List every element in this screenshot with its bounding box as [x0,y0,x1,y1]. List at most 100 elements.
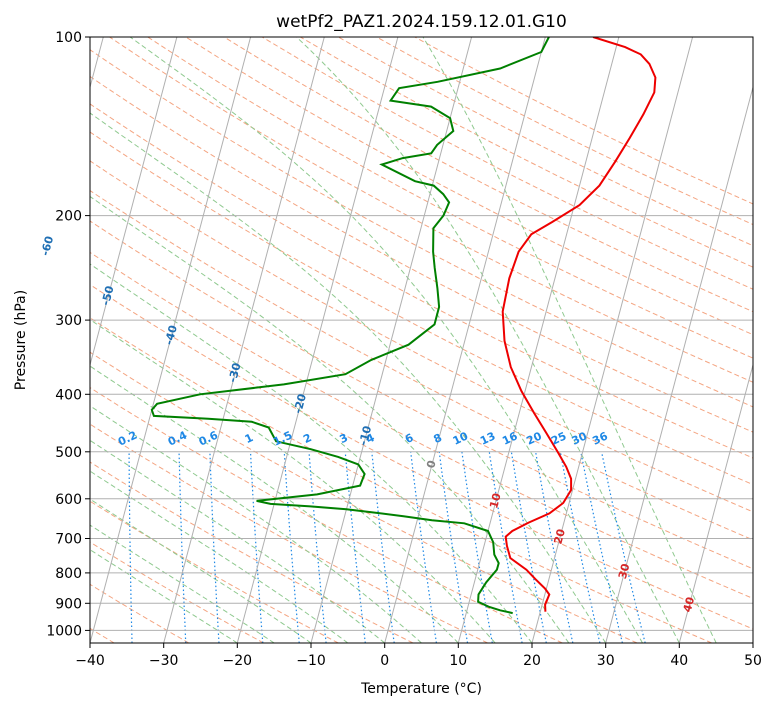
isotherm [384,37,546,643]
mixing-ratio-label: 6 [403,431,416,446]
plot-area [90,37,753,643]
x-axis-ticks: −40 −30 −20 −10 0 10 20 30 40 50 [75,643,762,669]
mixing-ratio-line [535,451,574,643]
mixing-ratio-line [510,451,547,643]
x-tick-label: 0 [380,653,389,669]
y-tick-label: 1000 [46,623,82,639]
moist-adiabat [90,498,312,643]
y-axis-label: Pressure (hPa) [13,290,29,390]
isotherm [531,37,694,643]
dry-adiabat [90,103,753,459]
moist-adiabat [90,524,275,643]
isotherms [90,37,753,643]
dry-adiabat [90,423,488,643]
moist-adiabat [90,112,607,643]
isotherm-label: 20 [551,527,568,545]
isotherm-label: -40 [162,323,180,346]
moist-adiabat [90,470,349,643]
isotherm-label: 30 [616,562,633,580]
dry-adiabat [90,317,712,643]
dry-adiabat [90,500,339,643]
y-tick-label: 900 [55,596,82,612]
series-lines [150,37,657,615]
isotherm [90,37,178,367]
isotherm [90,37,252,643]
mixing-ratio-line [580,451,623,643]
mixing-ratio-label: 16 [500,429,520,447]
x-tick-label: 50 [744,653,762,669]
dry-adiabat [223,37,753,313]
dry-adiabat [109,37,753,383]
y-axis-ticks: 100 200 300 400 500 600 700 800 900 1000 [46,30,90,639]
dry-adiabat [90,160,753,513]
mixing-ratio-line [283,451,300,643]
x-axis-label: Temperature (°C) [360,681,482,697]
mixing-ratio-line [308,451,327,643]
x-tick-label: −40 [75,653,105,669]
mixing-ratio-line [128,451,133,643]
x-tick-label: 30 [597,653,615,669]
mixing-ratio-label: 0.4 [166,428,189,448]
mixing-ratio-line [344,451,366,643]
dry-adiabat [376,37,753,226]
isotherm [752,641,753,643]
moist-adiabat [90,439,386,643]
mixing-ratio-line [371,451,395,643]
dry-adiabat [90,461,414,643]
isotherm [236,37,399,643]
y-tick-label: 800 [55,566,82,582]
dry-adiabat [261,37,753,290]
dry-adiabat [90,284,753,630]
dry-adiabat [90,351,638,643]
x-tick-label: −30 [149,653,179,669]
moist-adiabat [90,405,422,643]
mixing-ratio-label: 3 [338,431,350,446]
isotherm-label: -30 [226,361,244,384]
mixing-ratio-label: 10 [451,429,471,447]
plot-frame [89,36,754,644]
y-tick-label: 200 [55,209,82,225]
mixing-ratio-line [559,451,601,643]
moist-adiabats [90,37,717,643]
isotherm-label: -50 [99,284,117,307]
moist-adiabat [296,37,680,643]
mixing-ratio-line [438,451,469,643]
dry-adiabat [90,190,753,541]
isotherm [605,85,753,643]
mixing-ratio-label: 0.2 [116,429,139,449]
isotherm [678,362,753,643]
x-tick-label: −10 [296,653,326,669]
dewpoint-profile [150,37,550,615]
dry-adiabat [90,49,753,408]
x-tick-label: 40 [670,653,688,669]
chart-title: wetPf2_PAZ1.2024.159.12.01.G10 [276,12,567,32]
dry-adiabat [90,131,753,486]
isotherm-label: 40 [681,595,698,613]
x-tick-label: 10 [449,653,467,669]
moist-adiabat [90,263,533,643]
mixing-ratio-line [209,451,220,643]
isotherm [457,37,620,643]
x-tick-label: −20 [223,653,253,669]
mixing-ratio-label: 1 [243,431,255,446]
temperature-profile [501,37,657,612]
dry-adiabat [90,387,563,643]
y-tick-label: 500 [55,445,82,461]
isotherm-label: 0 [424,459,439,470]
dry-adiabat [90,75,753,433]
y-tick-label: 600 [55,492,82,508]
y-tick-label: 300 [55,313,82,329]
mixing-ratio-label: 25 [549,430,568,448]
moist-adiabat [90,549,238,643]
pressure-grid [90,37,753,631]
mixing-ratio-label: 0.6 [197,428,220,448]
isotherm-label: 10 [487,491,504,509]
mixing-ratio-label: 30 [570,429,590,447]
dry-adiabat [338,37,753,247]
mixing-ratio-label: 36 [590,429,610,447]
mixing-ratio-line [249,451,264,643]
dry-adiabats [90,37,753,643]
mixing-ratio-line [601,451,646,643]
isotherm [310,37,473,643]
